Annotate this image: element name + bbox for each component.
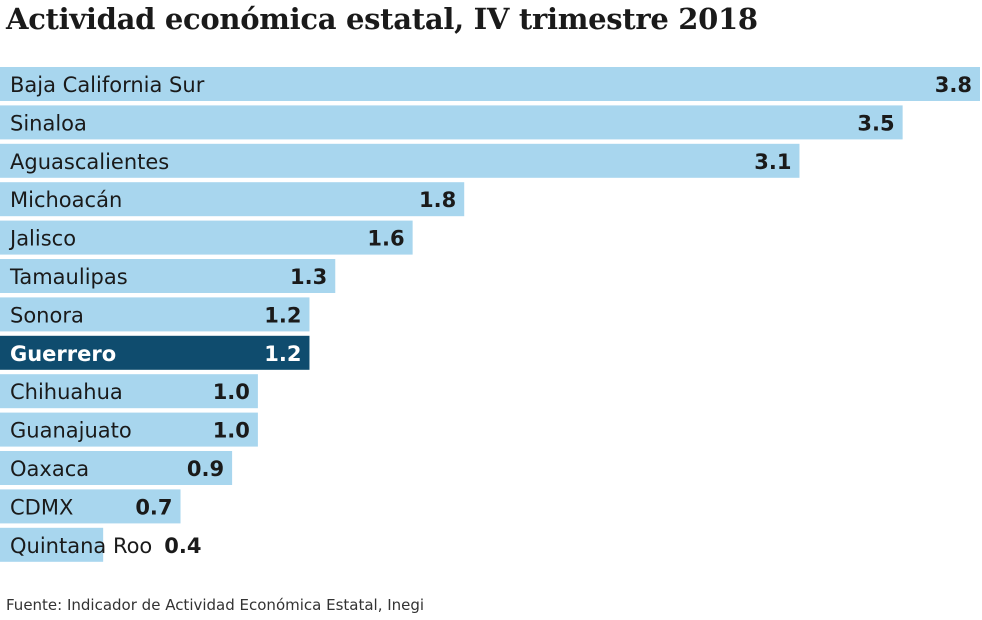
source-note: Fuente: Indicador de Actividad Económica… [6,596,425,614]
category-label: Michoacán [10,188,122,212]
category-label: CDMX [10,495,73,519]
category-label: Sinaloa [10,111,87,135]
bar [0,182,465,217]
bar [0,451,233,485]
value-label: 0.4 [164,534,201,558]
bar [0,143,800,178]
value-label: 0.7 [135,495,172,519]
bar [0,259,336,293]
value-label: 1.0 [213,380,250,404]
category-label: Tamaulipas [9,265,128,289]
bar [0,527,104,562]
value-label: 1.2 [264,303,301,327]
category-label: Aguascalientes [10,150,169,174]
bar-chart: Baja California Sur 3.8 Sinaloa 3.5 Aguascal… [0,67,980,562]
value-label: 1.0 [213,419,250,443]
bar [0,335,310,370]
value-label: 3.1 [754,150,791,174]
value-label: 0.9 [187,457,224,481]
category-label: Quintana Roo [10,534,152,558]
value-label: 1.2 [264,342,301,366]
value-label: 1.3 [290,265,327,289]
bar [0,297,310,332]
category-label: Guerrero [10,342,116,366]
category-label: Oaxaca [10,457,89,481]
category-label: Baja California Sur [10,73,205,97]
bar [0,489,181,524]
bar [0,220,413,255]
bar [0,105,903,140]
chart-title: Actividad económica estatal, IV trimestr… [6,2,758,36]
bar [0,374,258,409]
category-label: Guanajuato [10,419,132,443]
category-label: Sonora [10,303,84,327]
category-label: Chihuahua [10,380,123,404]
value-label: 1.8 [419,188,456,212]
bar [0,67,980,101]
bar [0,412,258,447]
category-label: Jalisco [8,227,76,251]
value-label: 3.5 [857,111,894,135]
value-label: 3.8 [935,73,972,97]
value-label: 1.6 [367,227,404,251]
